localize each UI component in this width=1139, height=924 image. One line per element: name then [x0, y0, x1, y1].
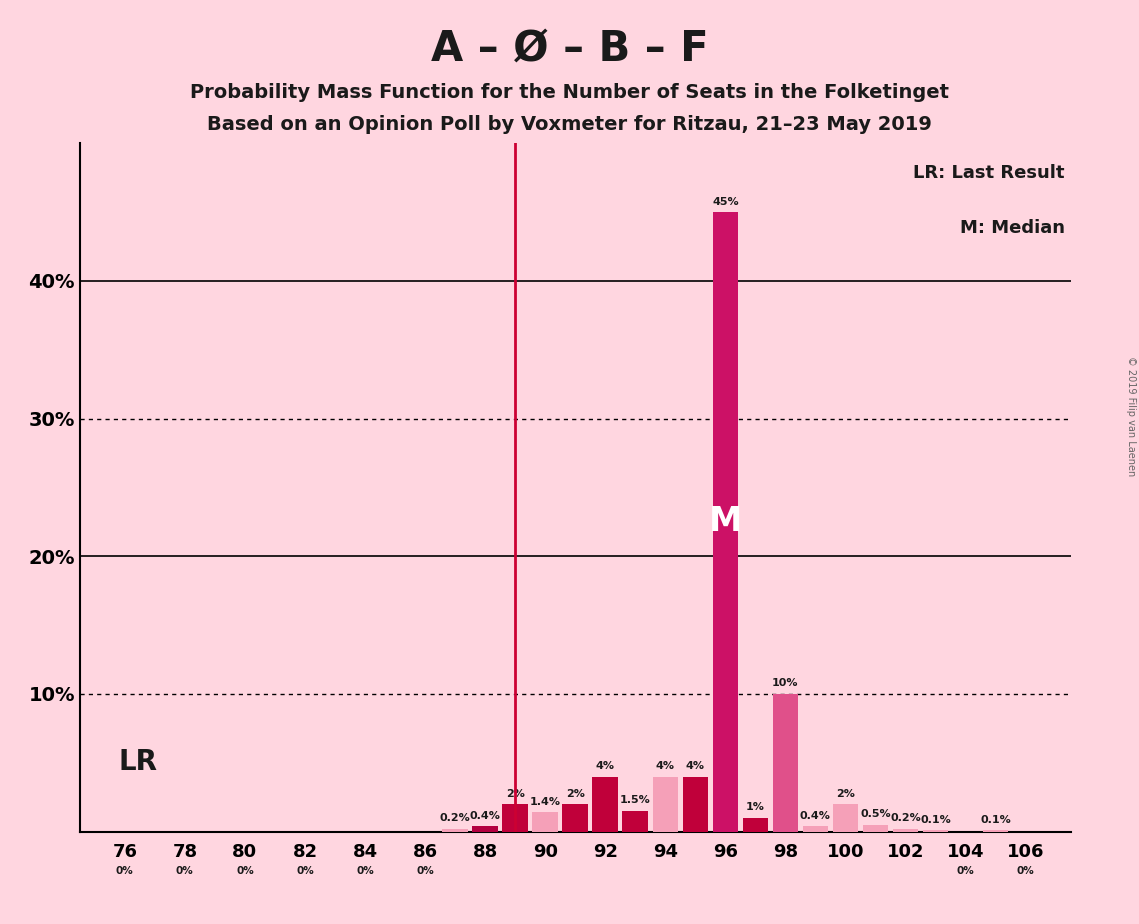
Bar [473, 826, 498, 832]
Text: 2%: 2% [506, 788, 525, 798]
Text: 0%: 0% [1017, 866, 1034, 876]
Text: 1.4%: 1.4% [530, 796, 560, 807]
Bar [713, 213, 738, 832]
Text: Probability Mass Function for the Number of Seats in the Folketinget: Probability Mass Function for the Number… [190, 83, 949, 103]
Bar [772, 694, 798, 832]
Bar [532, 812, 558, 832]
Bar [442, 829, 468, 832]
Text: 2%: 2% [566, 788, 584, 798]
Text: 0%: 0% [296, 866, 314, 876]
Bar [743, 818, 768, 832]
Text: 0.1%: 0.1% [981, 815, 1011, 825]
Text: 1.5%: 1.5% [620, 796, 650, 806]
Text: 0.2%: 0.2% [440, 813, 470, 823]
Bar [682, 776, 708, 832]
Bar [983, 831, 1008, 832]
Text: Based on an Opinion Poll by Voxmeter for Ritzau, 21–23 May 2019: Based on an Opinion Poll by Voxmeter for… [207, 115, 932, 134]
Text: 0%: 0% [957, 866, 975, 876]
Bar [833, 804, 858, 832]
Text: 0%: 0% [357, 866, 374, 876]
Text: © 2019 Filip van Laenen: © 2019 Filip van Laenen [1126, 356, 1136, 476]
Bar [623, 811, 648, 832]
Text: 0.4%: 0.4% [469, 810, 500, 821]
Text: 0.2%: 0.2% [891, 813, 920, 823]
Text: 0%: 0% [236, 866, 254, 876]
Bar [862, 825, 888, 832]
Text: 0%: 0% [416, 866, 434, 876]
Bar [893, 829, 918, 832]
Text: 1%: 1% [746, 802, 764, 812]
Text: LR: LR [118, 748, 158, 775]
Text: A – Ø – B – F: A – Ø – B – F [431, 28, 708, 69]
Bar [653, 776, 678, 832]
Bar [923, 831, 949, 832]
Text: 4%: 4% [656, 761, 674, 771]
Text: 4%: 4% [686, 761, 705, 771]
Bar [803, 826, 828, 832]
Text: M: M [708, 505, 741, 539]
Text: LR: Last Result: LR: Last Result [913, 164, 1065, 182]
Text: 2%: 2% [836, 788, 855, 798]
Text: 0.1%: 0.1% [920, 815, 951, 825]
Text: 45%: 45% [712, 197, 739, 207]
Bar [592, 776, 618, 832]
Text: 0%: 0% [116, 866, 133, 876]
Bar [563, 804, 588, 832]
Text: 4%: 4% [596, 761, 615, 771]
Bar [502, 804, 527, 832]
Text: 0.5%: 0.5% [860, 809, 891, 820]
Text: 0.4%: 0.4% [800, 810, 830, 821]
Text: M: Median: M: Median [960, 219, 1065, 237]
Text: 0%: 0% [175, 866, 194, 876]
Text: 10%: 10% [772, 678, 798, 688]
